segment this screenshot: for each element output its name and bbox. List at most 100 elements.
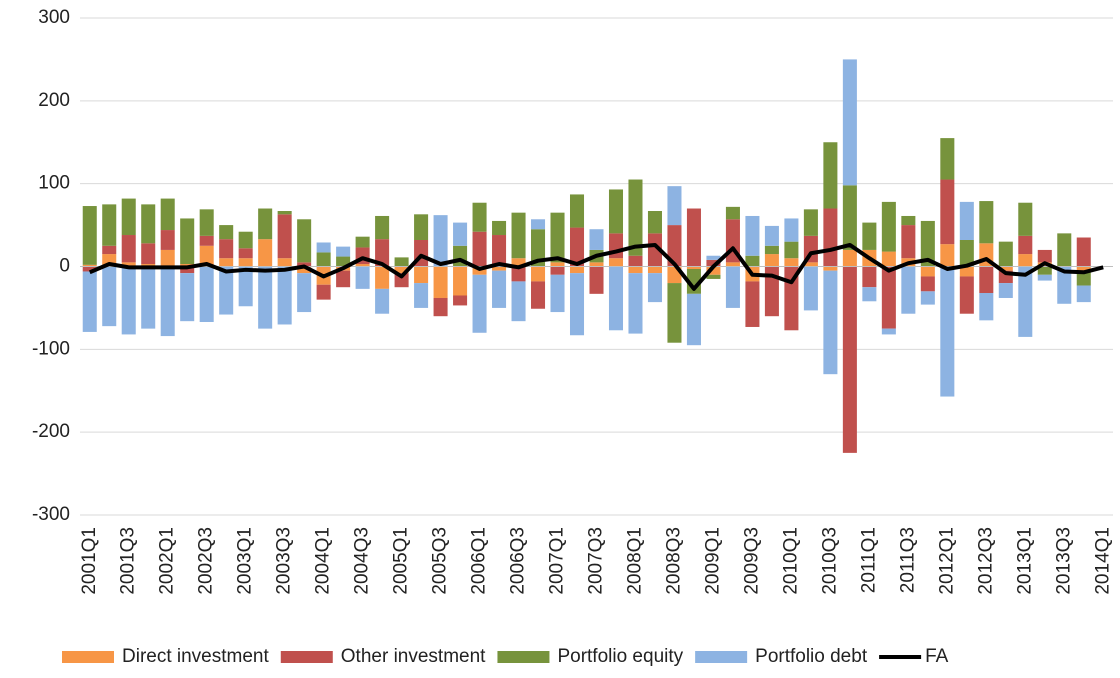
bar-segment — [82, 266, 97, 272]
bar-segment — [940, 244, 955, 267]
bar-segment — [608, 266, 624, 331]
bar-segment — [238, 248, 253, 259]
bar-segment — [238, 266, 253, 307]
bar-segment — [803, 262, 818, 267]
x-tick-label: 2013Q3 — [1053, 527, 1074, 595]
bar-segment — [160, 249, 175, 267]
bar-segment — [141, 243, 156, 265]
bar-segment — [258, 266, 273, 329]
bar-segment — [433, 297, 448, 317]
bar-segment — [706, 259, 721, 267]
bar-segment — [238, 258, 253, 267]
legend-label: Portfolio equity — [557, 646, 683, 667]
bar-segment — [569, 266, 585, 274]
bar-segment — [706, 274, 721, 279]
bar-segment — [277, 214, 292, 259]
line — [88, 242, 1104, 291]
bar-segment — [667, 283, 682, 343]
x-tick-label: 2003Q3 — [274, 527, 295, 595]
bar-segment — [589, 229, 604, 250]
bar-segment — [764, 266, 779, 317]
bar-segment — [297, 219, 312, 263]
x-tick-label: 2008Q3 — [663, 527, 684, 595]
bar-segment — [160, 230, 175, 250]
x-tick-label: 2004Q3 — [352, 527, 373, 595]
bar-segment — [219, 266, 234, 315]
bar-segment — [472, 274, 487, 333]
bar-segment — [121, 266, 136, 335]
bar-segment — [686, 266, 701, 269]
x-tick-label: 2012Q1 — [936, 527, 957, 595]
bar-segment — [686, 208, 701, 267]
bar-segment — [842, 59, 857, 186]
bar-segment — [82, 271, 97, 332]
bar-segment — [355, 264, 370, 267]
bar-segment — [414, 214, 429, 240]
bar-segment — [472, 231, 487, 267]
bar-segment — [589, 266, 604, 294]
bar-segment — [375, 239, 390, 267]
bar-segment — [823, 208, 838, 267]
bar-segment — [803, 266, 818, 311]
bar-segment — [940, 266, 955, 397]
bar-segment — [628, 179, 643, 256]
bar-segment — [979, 201, 994, 244]
bar-segment — [180, 218, 195, 265]
bar-segment — [394, 266, 409, 274]
bar-segment — [160, 266, 175, 337]
bar-segment — [238, 231, 253, 249]
bar-segment — [414, 266, 429, 284]
bar-segment — [297, 273, 312, 313]
bar-segment — [608, 258, 624, 267]
bar-segment — [453, 266, 468, 296]
bar-segment — [647, 233, 662, 267]
y-tick-label: 100 — [38, 173, 70, 194]
bar-segment — [141, 204, 156, 244]
y-tick-label: -300 — [32, 504, 70, 525]
bar-segment — [277, 258, 292, 267]
bar-segment — [881, 201, 896, 252]
bar-segment — [102, 266, 117, 327]
bar-segment — [608, 189, 624, 234]
legend-swatch — [62, 651, 114, 663]
bar-segment — [823, 270, 838, 375]
x-tick-label: 2002Q1 — [157, 527, 178, 595]
bar-segment — [1076, 237, 1091, 267]
x-tick-label: 2014Q1 — [1092, 527, 1113, 595]
bar-segment — [316, 252, 331, 267]
bar-segment — [550, 274, 565, 313]
bar-segment — [511, 258, 526, 267]
bar-segment — [725, 206, 740, 220]
x-tick-label: 2011Q3 — [897, 527, 918, 593]
bar-segment — [1018, 202, 1033, 236]
x-tick-label: 2005Q3 — [430, 527, 451, 595]
bar-segment — [842, 249, 857, 267]
legend-label: Portfolio debt — [755, 646, 868, 667]
bar-segment — [920, 266, 935, 277]
y-tick-label: 0 — [59, 256, 70, 277]
bar-segment — [998, 241, 1013, 267]
bar-segment — [433, 266, 448, 298]
bar-segment — [316, 242, 331, 253]
bar-segment — [1018, 254, 1033, 267]
bar-segment — [375, 288, 390, 314]
bar-segment — [862, 266, 877, 288]
bar-segment — [569, 227, 585, 267]
x-tick-label: 2002Q3 — [196, 527, 217, 595]
bar-segment — [628, 273, 643, 334]
bar-segment — [511, 212, 526, 259]
bar-segment — [297, 266, 312, 274]
bar-segment — [1076, 285, 1091, 303]
bar-segment — [940, 179, 955, 245]
bar-segment — [219, 225, 234, 240]
bar-segment — [803, 209, 818, 236]
bar-segment — [842, 185, 857, 250]
bar-segment — [686, 293, 701, 346]
bar-segment — [511, 281, 526, 322]
bar-segment — [569, 273, 585, 336]
bar-segment — [511, 266, 526, 282]
bar-segment — [492, 266, 507, 271]
bar-segment — [940, 138, 955, 180]
bar-segment — [1057, 266, 1072, 304]
